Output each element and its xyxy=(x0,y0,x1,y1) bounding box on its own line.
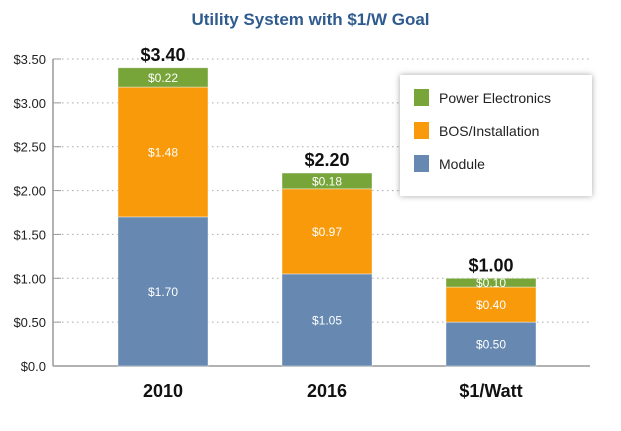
bar-value-label: $1.05 xyxy=(312,313,342,327)
bar-value-label: $0.40 xyxy=(476,298,506,312)
bar-value-label: $0.10 xyxy=(476,276,506,290)
bar-total-label: $1.00 xyxy=(468,255,513,275)
bar-segment-bos-installation xyxy=(117,86,209,218)
bar-segment-power-electronics xyxy=(117,67,209,88)
bar-segment-power-electronics xyxy=(445,277,537,288)
bar-total-label: $2.20 xyxy=(304,150,349,170)
legend-swatch-power-electronics xyxy=(414,89,429,106)
bar-segment-bos-installation xyxy=(445,286,537,323)
y-tick-label: $3.00 xyxy=(13,96,46,111)
bar-value-label: $0.18 xyxy=(312,174,342,188)
y-tick-label: $0.0 xyxy=(21,359,46,374)
legend-item-bos-installation: BOS/Installation xyxy=(414,122,539,139)
legend-swatch-bos-installation xyxy=(414,122,429,139)
bar-total-label: $3.40 xyxy=(140,45,185,65)
legend-label: Power Electronics xyxy=(439,89,552,106)
legend-item-module: Module xyxy=(414,155,485,172)
bar-value-label: $1.70 xyxy=(148,285,178,299)
bar-segment-module xyxy=(445,321,537,367)
x-tick-label: 2010 xyxy=(143,381,183,401)
legend: Power Electronics BOS/Installation Modul… xyxy=(400,75,592,196)
bar-segment-bos-installation xyxy=(281,188,373,275)
bar-segment-module xyxy=(117,216,209,367)
legend-label: Module xyxy=(439,155,485,172)
legend-item-power-electronics: Power Electronics xyxy=(414,89,551,106)
x-tick-label: 2016 xyxy=(307,381,347,401)
y-tick-label: $1.50 xyxy=(13,227,46,242)
y-tick-label: $3.50 xyxy=(13,52,46,67)
bar-value-label: $0.97 xyxy=(312,225,342,239)
y-tick-label: $2.50 xyxy=(13,140,46,155)
bar-value-label: $1.48 xyxy=(148,145,178,159)
bar-segment-power-electronics xyxy=(281,172,373,190)
bar-segment-module xyxy=(281,273,373,367)
y-tick-label: $1.00 xyxy=(13,271,46,286)
x-tick-label: $1/Watt xyxy=(459,381,522,401)
bar-value-label: $0.50 xyxy=(476,338,506,352)
y-tick-label: $0.50 xyxy=(13,315,46,330)
legend-label: BOS/Installation xyxy=(439,122,540,139)
legend-swatch-module xyxy=(414,155,429,172)
chart-title: Utility System with $1/W Goal xyxy=(191,10,430,29)
y-tick-label: $2.00 xyxy=(13,184,46,199)
bar-value-label: $0.22 xyxy=(148,71,178,85)
